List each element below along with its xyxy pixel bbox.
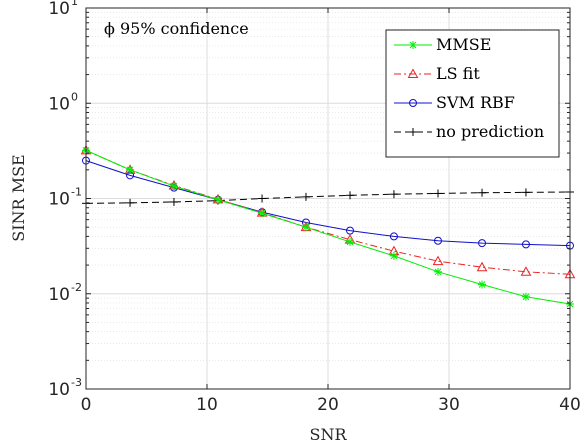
data-point [389, 190, 398, 199]
y-tick-label: 10 [48, 190, 70, 210]
series-line-no-prediction [85, 191, 571, 204]
y-tick-exponent: -2 [71, 281, 82, 294]
x-tick-label: 10 [196, 395, 218, 415]
data-point [214, 195, 223, 204]
data-point [169, 197, 178, 206]
data-point [432, 255, 444, 266]
y-axis-label: SINR MSE [9, 154, 28, 241]
y-tick-exponent: 1 [71, 0, 78, 8]
data-point [126, 165, 135, 174]
data-point [258, 209, 267, 218]
data-point [301, 223, 310, 232]
data-point [520, 266, 532, 276]
data-point [409, 41, 417, 49]
series-line-ls-fit [85, 149, 571, 275]
data-point [407, 68, 419, 78]
data-point [521, 292, 530, 301]
y-tick-exponent: -1 [71, 186, 82, 199]
series-line-svm-rbf [85, 160, 571, 247]
x-tick-label: 30 [438, 395, 460, 415]
data-point [346, 237, 355, 246]
data-point [433, 189, 442, 198]
data-point [169, 182, 178, 191]
legend-label-no-prediction: no prediction [436, 122, 544, 141]
data-point [301, 192, 310, 201]
legend-item-no-prediction: no prediction [394, 122, 544, 141]
legend-item-mmse: MMSE [394, 35, 491, 54]
legend-item-ls-fit: LS fit [394, 64, 480, 83]
data-point [478, 280, 487, 289]
data-point [521, 240, 530, 249]
x-tick-label: 40 [559, 395, 581, 415]
data-point [478, 239, 487, 248]
data-point [258, 194, 267, 203]
legend-box [385, 29, 560, 158]
data-point [478, 188, 487, 197]
legend-label-svm-rbf: SVM RBF [436, 93, 515, 112]
x-axis-label: SNR [309, 425, 347, 444]
annotation-text: ϕ 95% confidence [104, 19, 249, 38]
series-mmse [82, 146, 574, 309]
data-point [433, 236, 442, 245]
series-line-mmse [85, 149, 571, 305]
y-tick-exponent: -3 [71, 376, 82, 389]
data-point [389, 251, 398, 260]
y-tick-label: 10 [48, 0, 70, 19]
data-point [433, 267, 442, 276]
data-point [389, 232, 398, 241]
data-point [409, 99, 417, 107]
y-tick-label: 10 [48, 94, 70, 114]
x-tick-label: 20 [317, 395, 339, 415]
data-point [126, 198, 135, 207]
ticks [85, 7, 571, 390]
data-point [521, 188, 530, 197]
legend: MMSE LS fit SVM RBF no prediction [385, 29, 560, 158]
legend-item-svm-rbf: SVM RBF [394, 93, 515, 112]
series-group [80, 144, 576, 309]
data-point [476, 261, 488, 272]
y-tick-label: 10 [48, 285, 70, 305]
y-tick-label: 10 [48, 380, 70, 400]
data-point [346, 191, 355, 200]
legend-label-mmse: MMSE [436, 35, 491, 54]
y-tick-exponent: 0 [71, 90, 78, 103]
x-tick-label: 0 [81, 395, 92, 415]
data-point [409, 128, 417, 136]
legend-label-ls-fit: LS fit [436, 64, 480, 83]
